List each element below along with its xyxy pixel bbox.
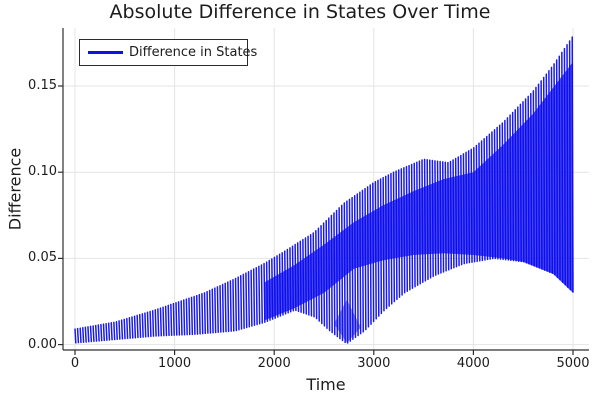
y-tick-label-0.05: 0.05 [28, 250, 57, 266]
y-axis-label: Difference [5, 147, 25, 231]
x-axis-label: Time [306, 375, 346, 394]
series-difference-line [74, 36, 574, 344]
legend: Difference in States [79, 39, 257, 66]
x-tick-label-1000: 1000 [158, 356, 192, 371]
x-tick-label-5000: 5000 [556, 356, 590, 371]
y-tick-label-0.10: 0.10 [28, 164, 57, 180]
x-tick-label-2000: 2000 [257, 356, 291, 371]
x-tick-label-0: 0 [70, 356, 80, 371]
y-tick-label-0.00: 0.00 [28, 336, 57, 352]
chart-title: Absolute Difference in States Over Time [109, 1, 491, 23]
x-tick-label-4000: 4000 [456, 356, 490, 371]
legend-line-sample [88, 51, 123, 54]
y-tick-label-0.15: 0.15 [28, 78, 57, 93]
x-tick-label-3000: 3000 [357, 356, 391, 371]
axis-spines [58, 28, 589, 355]
legend-label: Difference in States [129, 45, 258, 60]
